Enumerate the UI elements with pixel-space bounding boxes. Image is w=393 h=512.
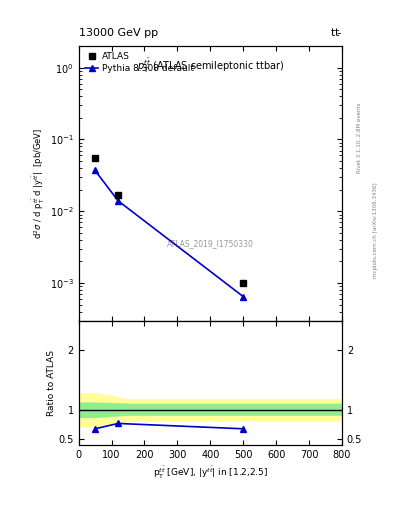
Pythia 8.308 default (116, 198, 120, 204)
Pythia 8.308 default (93, 167, 97, 174)
Text: Rivet 3.1.10, 2.8M events: Rivet 3.1.10, 2.8M events (357, 103, 362, 174)
Y-axis label: d$^2\sigma$ / d p$_{\rm T}^{t\bar{t}}$ d |y$^{t\bar{t}}$|  [pb/GeV]: d$^2\sigma$ / d p$_{\rm T}^{t\bar{t}}$ d… (31, 128, 47, 239)
X-axis label: p$^{t\bar{t}}_{\rm T}$ [GeV], |y$^{t\bar{t}}$| in [1.2,2.5]: p$^{t\bar{t}}_{\rm T}$ [GeV], |y$^{t\bar… (153, 464, 268, 481)
Line: Pythia 8.308 default: Pythia 8.308 default (92, 167, 246, 300)
Text: $p_{\rm T}^{t\bar{t}}$ (ATLAS semileptonic ttbar): $p_{\rm T}^{t\bar{t}}$ (ATLAS semilepton… (137, 57, 284, 75)
Legend: ATLAS, Pythia 8.308 default: ATLAS, Pythia 8.308 default (83, 51, 196, 75)
ATLAS (93, 155, 97, 161)
Pythia 8.308 default (241, 293, 246, 300)
ATLAS (241, 280, 246, 286)
Text: mcplots.cern.ch [arXiv:1306.3436]: mcplots.cern.ch [arXiv:1306.3436] (373, 183, 378, 278)
Line: ATLAS: ATLAS (92, 155, 246, 286)
Y-axis label: Ratio to ATLAS: Ratio to ATLAS (47, 350, 55, 416)
Text: ATLAS_2019_I1750330: ATLAS_2019_I1750330 (167, 239, 254, 248)
ATLAS (116, 191, 120, 198)
Text: tt$\bar{}$: tt$\bar{}$ (330, 27, 342, 38)
Text: 13000 GeV pp: 13000 GeV pp (79, 28, 158, 38)
